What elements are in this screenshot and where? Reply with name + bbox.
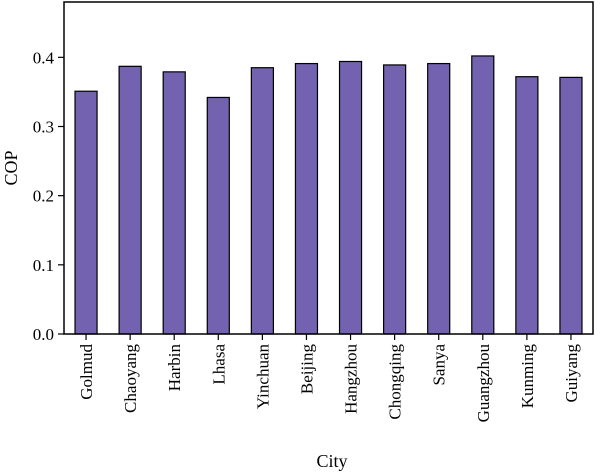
bar-hangzhou: [338, 60, 363, 335]
x-axis: Golmud Chaoyang Harbin Lhasa Yinchuan Beijing…: [77, 334, 581, 422]
bar-guiyang: [559, 76, 583, 335]
y-tick-label: 0.0: [33, 325, 54, 344]
x-tick-label: Lhasa: [209, 344, 228, 385]
x-tick-label: Chaoyang: [121, 344, 140, 413]
plot-frame: [63, 1, 594, 335]
y-axis: 0.0 0.1 0.2 0.3 0.4: [33, 48, 64, 344]
bar-chaoyang: [118, 65, 142, 335]
x-tick-label: Kunming: [518, 344, 537, 409]
y-tick-label: 0.4: [33, 48, 55, 67]
x-tick-label: Yinchuan: [253, 344, 272, 410]
bar-sanya: [427, 62, 451, 335]
y-tick-label: 0.2: [33, 187, 54, 206]
bar-golmud: [74, 90, 98, 335]
x-tick-label: Chongqing: [386, 344, 405, 420]
x-tick-label: Beijing: [297, 344, 316, 395]
x-axis-title: City: [316, 451, 347, 471]
bar-lhasa: [206, 96, 230, 335]
bar-beijing: [294, 62, 319, 335]
x-tick-label: Golmud: [77, 344, 96, 400]
bar-chongqing: [383, 64, 407, 335]
bar-yinchuan: [250, 67, 274, 335]
x-tick-label: Hangzhou: [342, 344, 361, 414]
x-tick-label: Guangzhou: [474, 344, 493, 423]
y-tick-label: 0.3: [33, 118, 54, 137]
x-tick-label: Harbin: [165, 344, 184, 392]
x-tick-label: Sanya: [430, 344, 449, 386]
bar-guangzhou: [471, 55, 495, 335]
bars-group: [74, 55, 583, 335]
y-tick-label: 0.1: [33, 256, 54, 275]
y-axis-title: COP: [1, 150, 21, 185]
bar-harbin: [162, 71, 186, 335]
bar-kunming: [515, 76, 539, 335]
x-tick-label: Guiyang: [562, 344, 581, 403]
